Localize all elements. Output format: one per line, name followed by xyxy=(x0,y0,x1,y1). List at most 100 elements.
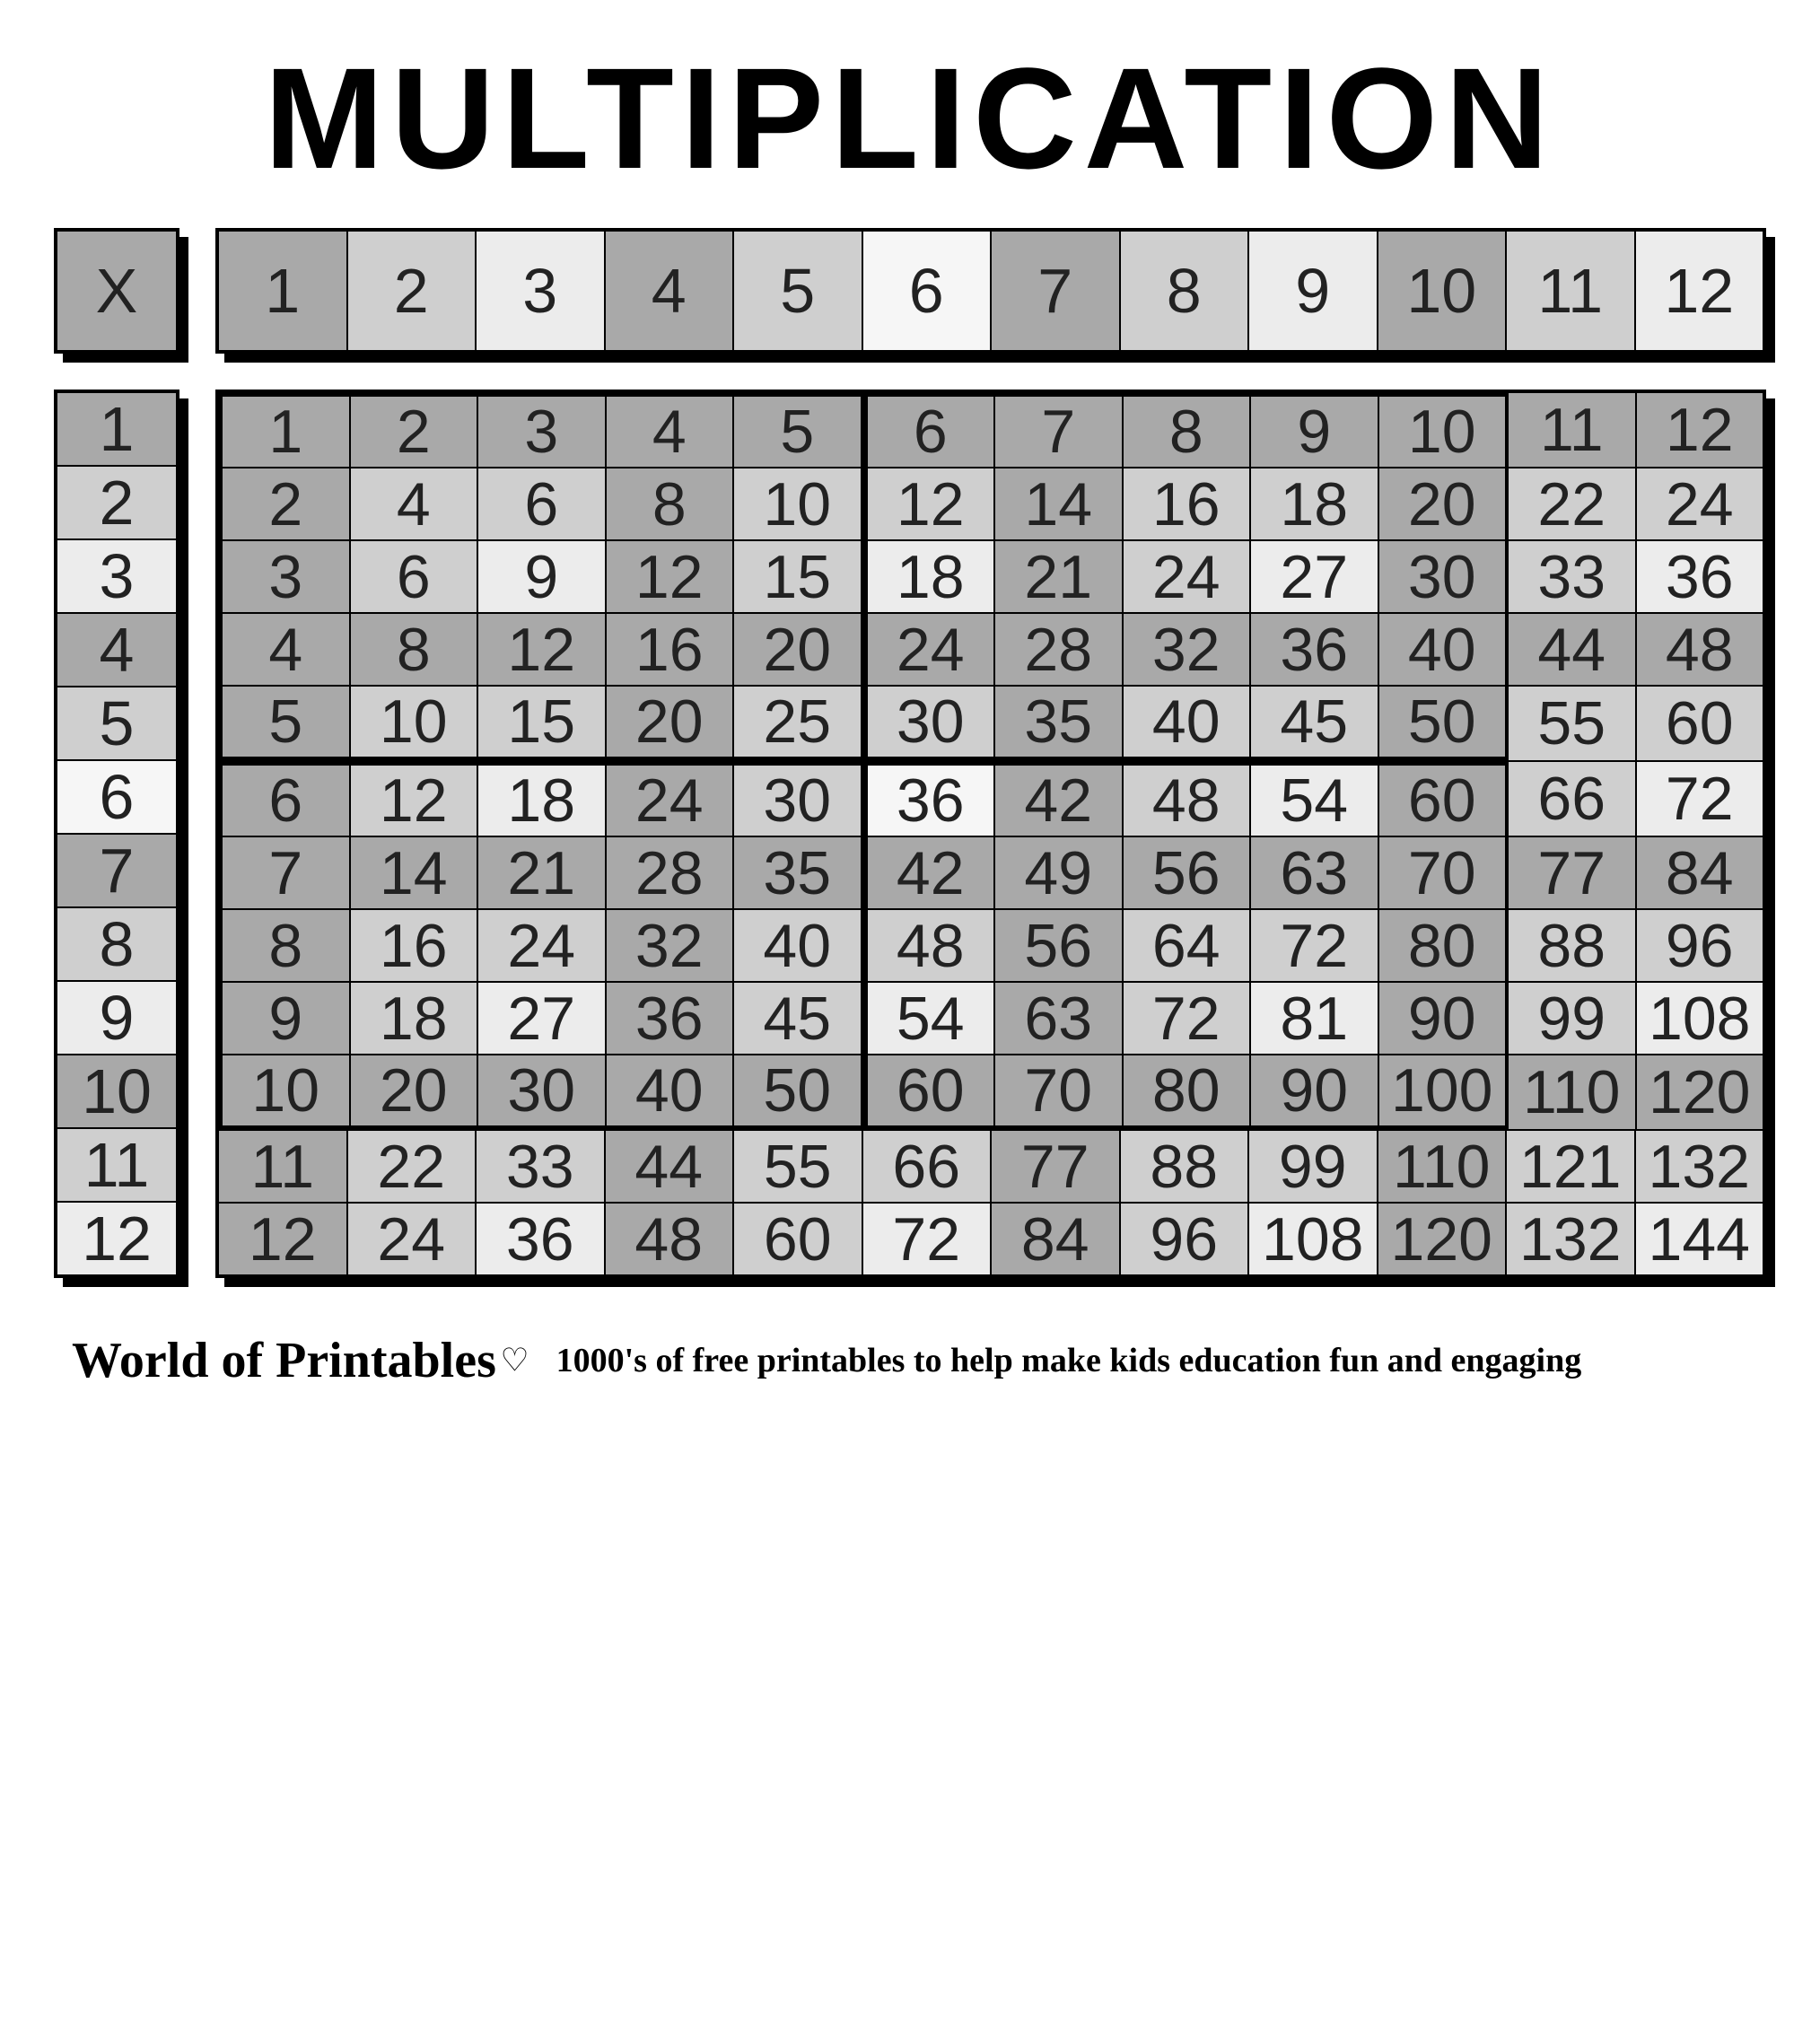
table-cell: 70 xyxy=(995,1055,1124,1129)
table-cell: 24 xyxy=(478,910,607,981)
table-cell: 90 xyxy=(1251,1055,1379,1129)
table-cell: 40 xyxy=(607,1055,735,1129)
table-cell: 8 xyxy=(607,468,735,539)
table-cell: 108 xyxy=(1249,1204,1378,1274)
table-cell: 12 xyxy=(607,541,735,612)
top-row: X 123456789101112 xyxy=(54,228,1766,354)
column-header-cell: 2 xyxy=(348,232,477,350)
table-cell: 10 xyxy=(351,687,479,760)
table-cell: 10 xyxy=(1379,393,1509,467)
table-cell: 36 xyxy=(864,762,996,836)
table-cell: 6 xyxy=(478,468,607,539)
table-cell: 45 xyxy=(734,983,864,1054)
table-row: 4812162024283236404448 xyxy=(219,614,1763,687)
column-header-cell: 8 xyxy=(1121,232,1250,350)
table-cell: 99 xyxy=(1249,1131,1378,1202)
table-cell: 27 xyxy=(1251,541,1379,612)
table-cell: 2 xyxy=(351,393,479,467)
heart-icon: ♡ xyxy=(500,1342,529,1379)
table-cell: 54 xyxy=(1251,762,1379,836)
table-cell: 132 xyxy=(1636,1131,1763,1202)
table-cell: 33 xyxy=(1509,541,1637,612)
table-cell: 15 xyxy=(478,687,607,760)
table-cell: 18 xyxy=(1251,468,1379,539)
table-cell: 20 xyxy=(1379,468,1509,539)
table-cell: 55 xyxy=(1509,687,1637,760)
table-row: 71421283542495663707784 xyxy=(219,837,1763,910)
footer-tagline: 1000's of free printables to help make k… xyxy=(556,1341,1582,1380)
column-header-cell: 6 xyxy=(863,232,993,350)
table-cell: 35 xyxy=(995,687,1124,760)
table-cell: 11 xyxy=(219,1131,348,1202)
row-header-cell: 12 xyxy=(57,1203,176,1274)
table-cell: 7 xyxy=(995,393,1124,467)
table-cell: 56 xyxy=(995,910,1124,981)
table-cell: 84 xyxy=(1637,837,1763,908)
table-cell: 110 xyxy=(1509,1055,1637,1129)
table-cell: 32 xyxy=(1124,614,1252,685)
column-header-cell: 7 xyxy=(992,232,1121,350)
table-cell: 30 xyxy=(1379,541,1509,612)
table-cell: 22 xyxy=(348,1131,477,1202)
row-header-cell: 9 xyxy=(57,982,176,1055)
table-cell: 2 xyxy=(219,468,351,539)
table-cell: 44 xyxy=(606,1131,735,1202)
table-cell: 33 xyxy=(477,1131,606,1202)
table-cell: 44 xyxy=(1509,614,1637,685)
table-cell: 96 xyxy=(1637,910,1763,981)
table-cell: 18 xyxy=(351,983,479,1054)
table-cell: 20 xyxy=(607,687,735,760)
corner-label-cell: X xyxy=(57,232,176,350)
table-cell: 40 xyxy=(734,910,864,981)
table-cell: 48 xyxy=(606,1204,735,1274)
table-cell: 12 xyxy=(1637,393,1763,467)
table-cell: 108 xyxy=(1637,983,1763,1054)
table-cell: 96 xyxy=(1121,1204,1250,1274)
table-cell: 32 xyxy=(607,910,735,981)
table-cell: 45 xyxy=(1251,687,1379,760)
row-header-cell: 2 xyxy=(57,467,176,540)
table-cell: 12 xyxy=(219,1204,348,1274)
table-cell: 42 xyxy=(864,837,996,908)
row-header-cell: 10 xyxy=(57,1055,176,1129)
table-cell: 60 xyxy=(1379,762,1509,836)
table-cell: 11 xyxy=(1509,393,1637,467)
table-cell: 5 xyxy=(734,393,864,467)
table-cell: 132 xyxy=(1507,1204,1636,1274)
table-cell: 30 xyxy=(478,1055,607,1129)
table-cell: 14 xyxy=(351,837,479,908)
table-cell: 10 xyxy=(219,1055,351,1129)
row-headers: 123456789101112 xyxy=(54,390,179,1278)
row-header-cell: 5 xyxy=(57,687,176,761)
table-cell: 99 xyxy=(1509,983,1637,1054)
page-title: MULTIPLICATION xyxy=(54,36,1766,201)
table-row: 81624324048566472808896 xyxy=(219,910,1763,983)
table-cell: 40 xyxy=(1124,687,1252,760)
table-cell: 36 xyxy=(477,1204,606,1274)
table-cell: 55 xyxy=(734,1131,863,1202)
table-cell: 63 xyxy=(995,983,1124,1054)
table-cell: 72 xyxy=(863,1204,993,1274)
table-row: 123456789101112 xyxy=(219,393,1763,468)
table-cell: 9 xyxy=(478,541,607,612)
multiplication-grid: 1234567891011122468101214161820222436912… xyxy=(215,390,1766,1278)
table-cell: 100 xyxy=(1379,1055,1509,1129)
table-cell: 63 xyxy=(1251,837,1379,908)
column-header-cell: 9 xyxy=(1249,232,1378,350)
column-header-cell: 10 xyxy=(1378,232,1508,350)
table-cell: 20 xyxy=(351,1055,479,1129)
table-cell: 24 xyxy=(864,614,996,685)
table-cell: 30 xyxy=(864,687,996,760)
table-cell: 64 xyxy=(1124,910,1252,981)
table-cell: 36 xyxy=(1637,541,1763,612)
table-cell: 77 xyxy=(992,1131,1121,1202)
row-header-cell: 4 xyxy=(57,614,176,687)
row-header-cell: 6 xyxy=(57,761,176,835)
table-row: 51015202530354045505560 xyxy=(219,687,1763,762)
chart-wrapper: X 123456789101112 123456789101112 123456… xyxy=(54,228,1766,1278)
table-cell: 40 xyxy=(1379,614,1509,685)
table-cell: 81 xyxy=(1251,983,1379,1054)
column-header-cell: 5 xyxy=(734,232,863,350)
table-cell: 24 xyxy=(607,762,735,836)
table-cell: 36 xyxy=(1251,614,1379,685)
